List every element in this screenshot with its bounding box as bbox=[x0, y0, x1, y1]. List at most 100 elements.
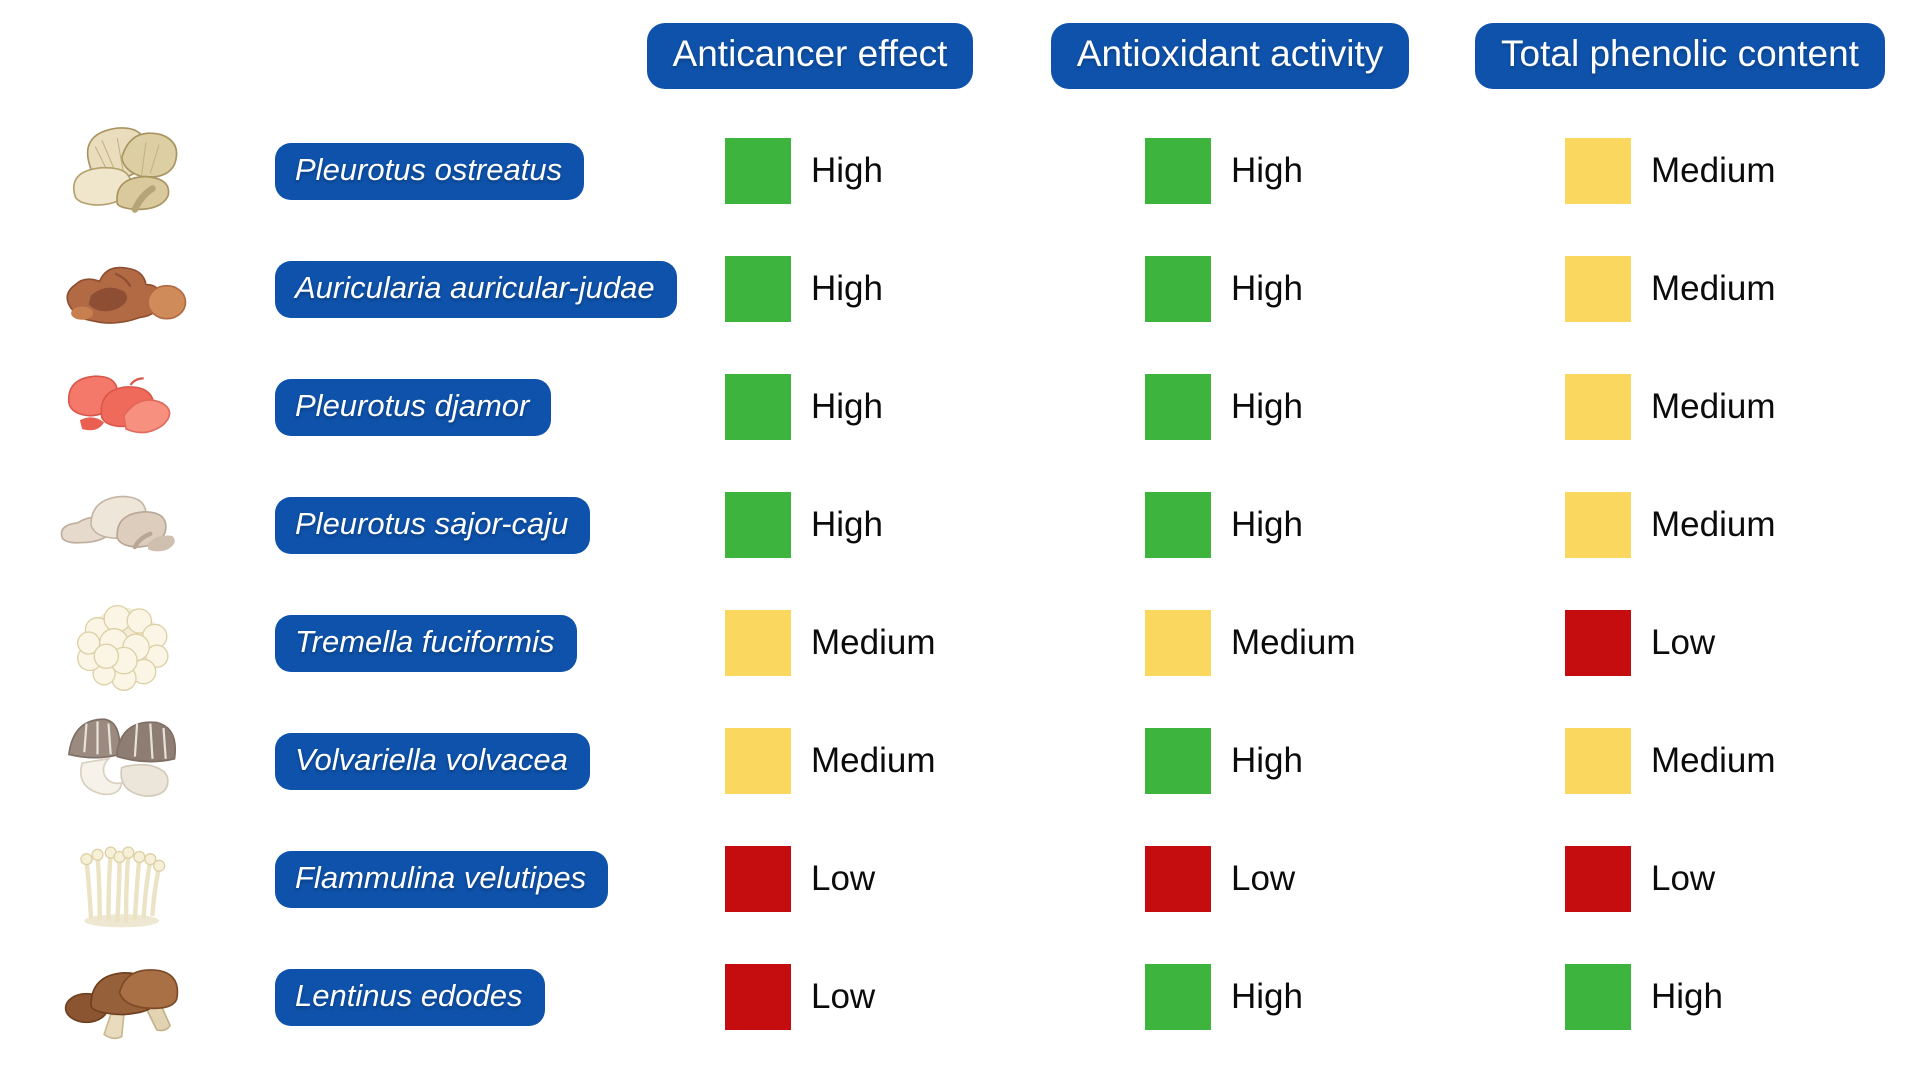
row-pleurotus-sajor-caju: Pleurotus sajor-caju High High Medium bbox=[0, 466, 1920, 584]
level-label: Low bbox=[1651, 859, 1716, 898]
mushroom-image-cell bbox=[0, 820, 250, 938]
phenolic-cell: Medium bbox=[1440, 728, 1920, 794]
antioxidant-cell: High bbox=[1020, 256, 1440, 322]
anticancer-cell: High bbox=[600, 138, 1020, 204]
species-badge: Pleurotus djamor bbox=[275, 378, 552, 436]
level-swatch bbox=[1565, 374, 1631, 440]
phenolic-cell: Medium bbox=[1440, 374, 1920, 440]
enoki-mushroom-photo bbox=[80, 846, 166, 928]
mushroom-image-cell bbox=[0, 938, 250, 1056]
anticancer-cell: Medium bbox=[600, 728, 1020, 794]
level-swatch bbox=[1565, 138, 1631, 204]
level-swatch bbox=[1145, 610, 1211, 676]
level-label: High bbox=[811, 387, 883, 426]
row-auricularia-auricular-judae: Auricularia auricular-judae High High Me… bbox=[0, 230, 1920, 348]
oyster-mushroom-photo bbox=[73, 127, 178, 213]
column-header-anticancer: Anticancer effect bbox=[646, 23, 974, 89]
wood-ear-mushroom-photo bbox=[66, 266, 187, 324]
level-label: Medium bbox=[1231, 623, 1356, 662]
row-lentinus-edodes: Lentinus edodes Low High High bbox=[0, 938, 1920, 1056]
antioxidant-cell: High bbox=[1020, 964, 1440, 1030]
antioxidant-cell: High bbox=[1020, 138, 1440, 204]
antioxidant-cell: High bbox=[1020, 728, 1440, 794]
row-pleurotus-djamor: Pleurotus djamor High High Medium bbox=[0, 348, 1920, 466]
phenolic-cell: High bbox=[1440, 964, 1920, 1030]
level-label: High bbox=[1231, 741, 1303, 780]
mushroom-image-cell bbox=[0, 466, 250, 584]
species-badge: Volvariella volvacea bbox=[275, 732, 590, 790]
level-swatch bbox=[1145, 846, 1211, 912]
level-label: Low bbox=[811, 859, 876, 898]
phenolic-cell: Medium bbox=[1440, 138, 1920, 204]
pink-oyster-mushroom-photo bbox=[68, 375, 171, 434]
level-swatch bbox=[725, 846, 791, 912]
level-swatch bbox=[1565, 846, 1631, 912]
level-swatch bbox=[1145, 374, 1211, 440]
row-pleurotus-ostreatus: Pleurotus ostreatus High High Medium bbox=[0, 112, 1920, 230]
level-label: High bbox=[811, 151, 883, 190]
level-label: High bbox=[1231, 387, 1303, 426]
species-badge: Auricularia auricular-judae bbox=[275, 260, 677, 318]
species-badge: Flammulina velutipes bbox=[275, 850, 609, 908]
shiitake-mushroom-photo bbox=[64, 969, 179, 1040]
antioxidant-cell: Medium bbox=[1020, 610, 1440, 676]
row-volvariella-volvacea: Volvariella volvacea Medium High Medium bbox=[0, 702, 1920, 820]
level-label: High bbox=[1231, 269, 1303, 308]
straw-mushroom-photo bbox=[67, 718, 177, 798]
mushroom-image-cell bbox=[0, 702, 250, 820]
anticancer-cell: High bbox=[600, 256, 1020, 322]
level-swatch bbox=[1565, 492, 1631, 558]
antioxidant-cell: High bbox=[1020, 492, 1440, 558]
species-badge: Tremella fuciformis bbox=[275, 614, 577, 672]
mushroom-image-cell bbox=[0, 584, 250, 702]
anticancer-cell: High bbox=[600, 492, 1020, 558]
level-swatch bbox=[725, 964, 791, 1030]
level-label: High bbox=[1651, 977, 1723, 1016]
level-swatch bbox=[725, 728, 791, 794]
column-header-phenolic: Total phenolic content bbox=[1475, 23, 1885, 89]
antioxidant-cell: Low bbox=[1020, 846, 1440, 912]
level-label: High bbox=[811, 269, 883, 308]
level-swatch bbox=[1565, 610, 1631, 676]
level-label: Low bbox=[1651, 623, 1716, 662]
level-swatch bbox=[725, 492, 791, 558]
level-swatch bbox=[1565, 728, 1631, 794]
level-swatch bbox=[1145, 728, 1211, 794]
level-label: Medium bbox=[1651, 151, 1776, 190]
level-label: High bbox=[1231, 505, 1303, 544]
level-label: Medium bbox=[1651, 269, 1776, 308]
anticancer-cell: High bbox=[600, 374, 1020, 440]
anticancer-cell: Medium bbox=[600, 610, 1020, 676]
row-tremella-fuciformis: Tremella fuciformis Medium Medium Low bbox=[0, 584, 1920, 702]
level-label: High bbox=[1231, 977, 1303, 1016]
level-swatch bbox=[725, 138, 791, 204]
anticancer-cell: Low bbox=[600, 964, 1020, 1030]
phenolic-cell: Medium bbox=[1440, 492, 1920, 558]
level-label: Medium bbox=[811, 741, 936, 780]
level-label: High bbox=[1231, 151, 1303, 190]
snow-fungus-photo bbox=[77, 604, 169, 691]
phenolic-cell: Medium bbox=[1440, 256, 1920, 322]
mushroom-image-cell bbox=[0, 348, 250, 466]
level-swatch bbox=[725, 610, 791, 676]
anticancer-cell: Low bbox=[600, 846, 1020, 912]
level-swatch bbox=[725, 374, 791, 440]
header-row: Anticancer effect Antioxidant activity T… bbox=[0, 0, 1920, 112]
level-swatch bbox=[1565, 964, 1631, 1030]
level-swatch bbox=[725, 256, 791, 322]
phenolic-cell: Low bbox=[1440, 610, 1920, 676]
level-label: Medium bbox=[1651, 741, 1776, 780]
mushroom-image-cell bbox=[0, 230, 250, 348]
antioxidant-cell: High bbox=[1020, 374, 1440, 440]
level-label: Medium bbox=[811, 623, 936, 662]
level-label: High bbox=[811, 505, 883, 544]
mushroom-image-cell bbox=[0, 112, 250, 230]
level-swatch bbox=[1565, 256, 1631, 322]
species-badge: Pleurotus ostreatus bbox=[275, 142, 585, 200]
level-swatch bbox=[1145, 256, 1211, 322]
level-label: Low bbox=[1231, 859, 1296, 898]
level-swatch bbox=[1145, 492, 1211, 558]
level-swatch bbox=[1145, 964, 1211, 1030]
species-badge: Pleurotus sajor-caju bbox=[275, 496, 591, 554]
level-label: Medium bbox=[1651, 387, 1776, 426]
